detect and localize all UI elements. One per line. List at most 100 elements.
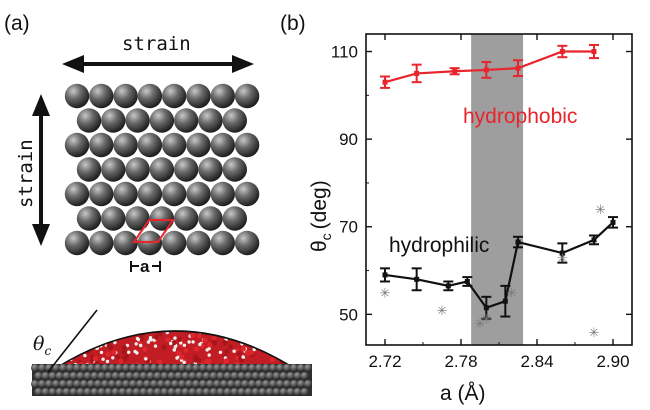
lattice-sphere bbox=[210, 181, 235, 207]
substrate-atom bbox=[248, 380, 256, 388]
substrate-atom bbox=[276, 364, 284, 372]
water-oxygen bbox=[205, 304, 210, 309]
substrate-atom bbox=[199, 364, 207, 372]
y-tick-label: 110 bbox=[331, 43, 358, 62]
substrate-atom bbox=[171, 380, 179, 388]
substrate-atom bbox=[234, 364, 242, 372]
water-hydrogen bbox=[65, 303, 68, 306]
annotation-hydrophobic: hydrophobic bbox=[463, 105, 577, 128]
water-hydrogen bbox=[175, 356, 179, 360]
water-oxygen bbox=[147, 312, 152, 317]
water-oxygen bbox=[176, 336, 183, 342]
substrate-atom bbox=[143, 380, 151, 388]
shaded-band bbox=[471, 34, 524, 345]
water-oxygen bbox=[182, 322, 187, 327]
water-oxygen bbox=[145, 311, 150, 316]
water-oxygen bbox=[189, 311, 194, 316]
lattice-sphere bbox=[234, 83, 260, 109]
data-point bbox=[610, 219, 616, 225]
water-hydrogen bbox=[173, 336, 177, 340]
water-oxygen bbox=[97, 331, 103, 333]
water-hydrogen bbox=[58, 304, 61, 307]
series-line bbox=[384, 221, 614, 310]
water-oxygen bbox=[223, 358, 229, 364]
water-oxygen bbox=[113, 315, 118, 320]
water-hydrogen bbox=[56, 339, 61, 343]
lattice-sphere bbox=[210, 83, 235, 109]
lattice-sphere bbox=[234, 230, 260, 256]
water-hydrogen bbox=[110, 326, 113, 329]
x-tick-label: 2.84 bbox=[520, 352, 553, 371]
water-oxygen bbox=[70, 303, 75, 308]
lattice-sphere bbox=[186, 132, 211, 158]
substrate-atom bbox=[150, 364, 158, 372]
lattice-sphere bbox=[186, 83, 211, 109]
water-hydrogen bbox=[96, 322, 99, 325]
water-oxygen bbox=[278, 310, 283, 315]
water-hydrogen bbox=[103, 307, 106, 310]
water-hydrogen bbox=[182, 360, 186, 365]
substrate-atom bbox=[55, 372, 64, 380]
substrate-atom bbox=[62, 372, 71, 380]
lattice-sphere bbox=[64, 132, 90, 158]
water-oxygen bbox=[190, 332, 196, 339]
water-hydrogen bbox=[277, 313, 280, 316]
water-hydrogen bbox=[170, 303, 173, 306]
water-oxygen bbox=[71, 344, 77, 350]
water-oxygen bbox=[269, 301, 274, 306]
substrate-atom bbox=[90, 388, 99, 396]
data-point bbox=[483, 67, 489, 73]
water-hydrogen bbox=[110, 307, 113, 310]
data-point bbox=[591, 237, 597, 243]
substrate-atom bbox=[111, 372, 120, 380]
water-oxygen bbox=[169, 305, 174, 310]
substrate-atom bbox=[185, 364, 193, 372]
scatter-star: ✳ bbox=[506, 285, 517, 300]
water-oxygen bbox=[54, 333, 60, 339]
lattice-sphere bbox=[89, 181, 114, 207]
water-oxygen bbox=[230, 318, 235, 323]
lattice-sphere bbox=[137, 83, 163, 109]
substrate-atom bbox=[178, 364, 186, 372]
water-hydrogen bbox=[250, 308, 253, 311]
x-tick-label: 2.90 bbox=[596, 352, 629, 371]
substrate-atom bbox=[139, 388, 148, 396]
water-oxygen bbox=[118, 358, 124, 364]
water-hydrogen bbox=[153, 308, 156, 311]
water-hydrogen bbox=[275, 325, 278, 328]
substrate-atom bbox=[59, 380, 67, 388]
lattice-sphere bbox=[174, 108, 199, 133]
water-oxygen bbox=[129, 305, 134, 310]
substrate-atom bbox=[115, 380, 123, 388]
water-oxygen bbox=[183, 347, 189, 353]
water-oxygen bbox=[292, 345, 298, 351]
data-point bbox=[382, 272, 388, 278]
water-oxygen bbox=[180, 317, 185, 322]
lattice-sphere bbox=[64, 230, 90, 256]
water-hydrogen bbox=[153, 344, 158, 348]
water-oxygen bbox=[115, 354, 121, 360]
water-oxygen bbox=[54, 331, 61, 335]
substrate-atom bbox=[283, 380, 291, 388]
water-oxygen bbox=[278, 331, 284, 336]
water-hydrogen bbox=[139, 343, 143, 348]
scatter-points: ✳✳✳✳✳✳✳✳ bbox=[380, 202, 606, 340]
water-oxygen bbox=[127, 331, 133, 335]
water-oxygen bbox=[222, 340, 228, 346]
water-oxygen bbox=[79, 299, 84, 304]
water-hydrogen bbox=[182, 343, 187, 347]
lattice-sphere bbox=[125, 206, 150, 231]
water-hydrogen bbox=[122, 307, 125, 310]
water-hydrogen bbox=[96, 338, 100, 343]
lattice-sphere bbox=[162, 181, 187, 207]
lattice-sphere bbox=[234, 132, 260, 158]
water-oxygen bbox=[101, 318, 106, 323]
data-point bbox=[414, 276, 420, 282]
substrate-atom bbox=[258, 388, 267, 396]
substrate-atom bbox=[290, 364, 298, 372]
water-oxygen bbox=[137, 313, 142, 318]
strain-arrow-horizontal bbox=[62, 55, 254, 73]
water-hydrogen bbox=[281, 315, 284, 318]
water-oxygen bbox=[192, 312, 197, 317]
